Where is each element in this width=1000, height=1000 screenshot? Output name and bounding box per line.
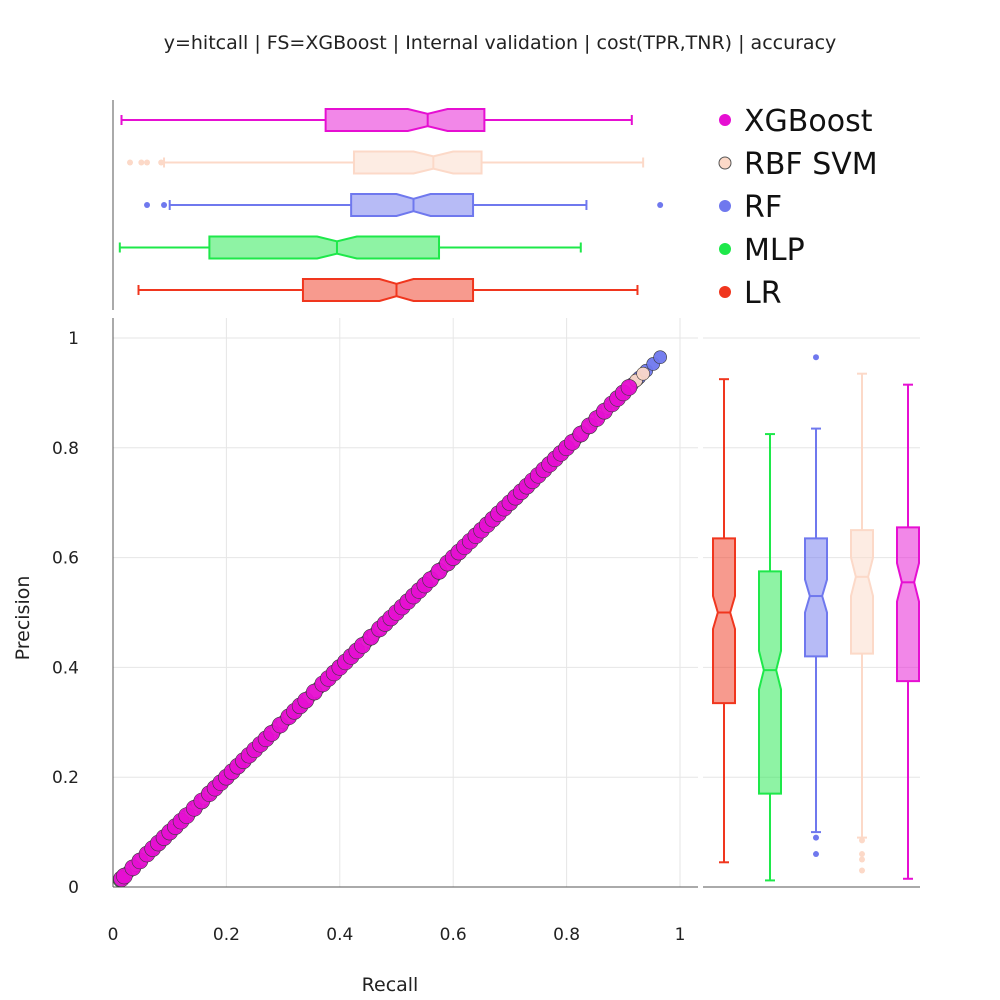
- right-box-mlp-box: [758, 570, 782, 795]
- top-box-rbf-svm-outlier: [158, 159, 165, 166]
- chart-title: y=hitcall | FS=XGBoost | Internal valida…: [164, 32, 837, 54]
- legend: XGBoost RBF SVM RF MLP LR: [718, 104, 878, 311]
- tick-labels: 0 0.2 0.4 0.6 0.8 1 0 0.2 0.4 0.6 0.8 1: [52, 329, 685, 945]
- scatter-layer: [113, 350, 667, 888]
- scatter-point-rbf-svm: [636, 366, 650, 381]
- top-box-xgboost-box: [324, 108, 486, 132]
- right-box-rf-outlier: [813, 834, 819, 841]
- right-box-rbf-svm-outlier: [859, 856, 865, 863]
- top-box-mlp-box: [208, 235, 441, 260]
- legend-marker-rf: [719, 200, 731, 212]
- right-box-xgboost-box: [896, 526, 920, 683]
- x-tick-label: 0: [108, 925, 119, 945]
- legend-label-mlp: MLP: [744, 233, 805, 268]
- legend-marker-lr: [719, 286, 731, 298]
- y-axis-label: Precision: [12, 576, 34, 661]
- legend-marker-xgboost: [719, 114, 731, 126]
- y-tick-label: 1: [68, 329, 79, 349]
- y-tick-label: 0.2: [52, 768, 79, 788]
- top-box-rf-outlier: [161, 202, 168, 208]
- right-box-rbf-svm-outlier: [859, 851, 865, 858]
- y-tick-label: 0.8: [52, 439, 79, 459]
- right-box-rbf-svm-outlier: [859, 837, 865, 844]
- x-tick-label: 0.4: [326, 925, 353, 945]
- legend-label-xgboost: XGBoost: [744, 104, 873, 139]
- right-boxplot-panel: [712, 354, 920, 882]
- right-box-rbf-svm-outlier: [859, 867, 865, 874]
- x-tick-label: 1: [675, 925, 686, 945]
- right-box-lr-box: [712, 537, 736, 705]
- x-tick-label: 0.6: [440, 925, 467, 945]
- top-box-rbf-svm-outlier: [138, 159, 145, 166]
- right-box-rbf-svm-box: [850, 529, 874, 655]
- scatter-point-rf: [653, 350, 667, 365]
- right-box-rf-box: [804, 537, 828, 658]
- main-axes: [112, 100, 920, 888]
- top-box-rbf-svm-box: [352, 150, 483, 175]
- top-box-rf-outlier: [657, 202, 664, 208]
- x-axis-label: Recall: [362, 974, 419, 996]
- right-box-rf-outlier: [813, 354, 819, 361]
- scatter-point-xgboost: [620, 379, 638, 396]
- top-box-lr-box: [301, 278, 475, 302]
- legend-label-rf: RF: [744, 190, 782, 225]
- top-boxplot-panel: [118, 108, 664, 302]
- y-tick-label: 0.6: [52, 549, 79, 569]
- top-box-rf-outlier: [144, 202, 151, 208]
- legend-marker-rbf-svm: [718, 156, 732, 170]
- top-box-rbf-svm-outlier: [144, 159, 151, 166]
- top-box-rf-box: [350, 193, 475, 217]
- x-tick-label: 0.2: [213, 925, 240, 945]
- x-tick-label: 0.8: [553, 925, 580, 945]
- legend-marker-mlp: [719, 243, 731, 255]
- legend-label-lr: LR: [744, 276, 782, 311]
- legend-label-rbf-svm: RBF SVM: [744, 147, 878, 182]
- y-tick-label: 0.4: [52, 658, 79, 678]
- y-tick-label: 0: [68, 878, 79, 898]
- right-box-rf-outlier: [813, 851, 819, 858]
- top-box-rbf-svm-outlier: [127, 159, 134, 166]
